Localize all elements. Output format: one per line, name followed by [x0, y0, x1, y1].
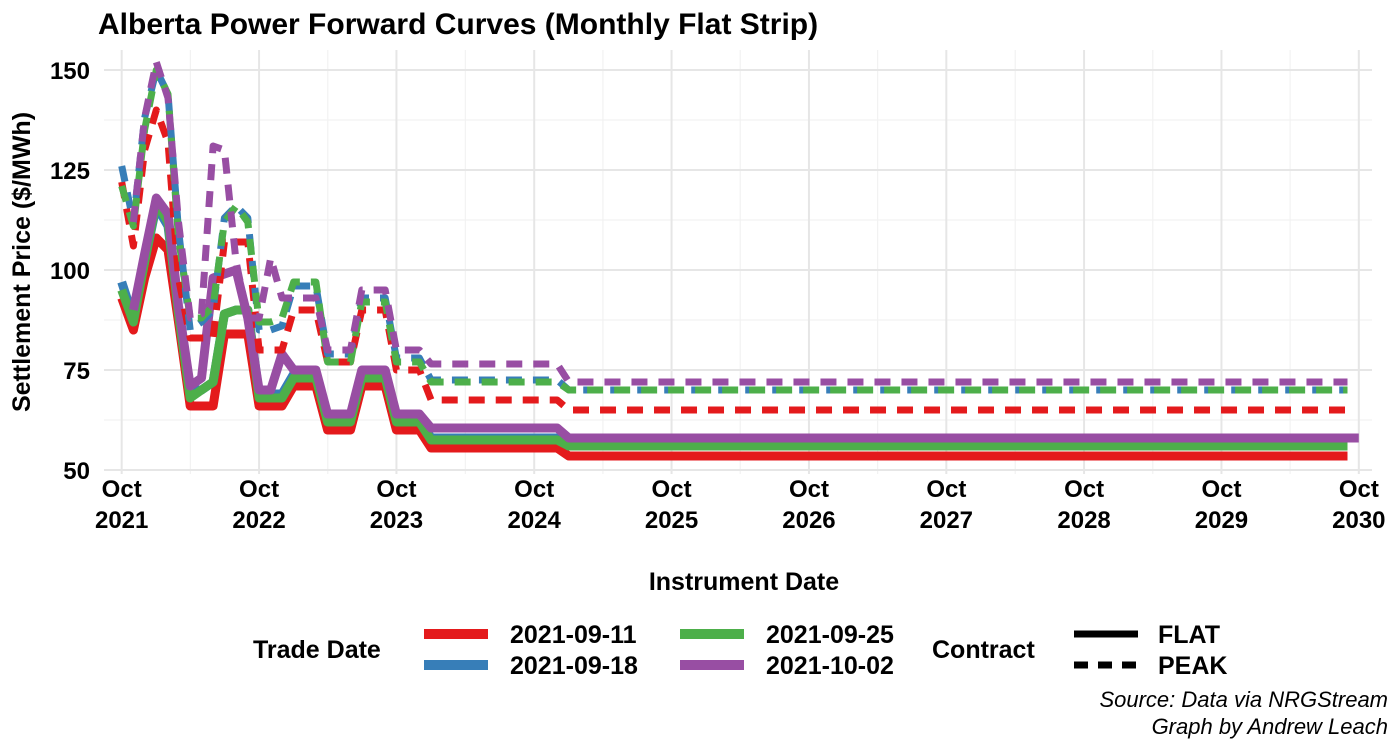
x-tick-label-month: Oct: [1339, 476, 1379, 503]
series-line-peak-2021-09-18: [118, 66, 1348, 394]
y-axis-ticks: 50 75 100 125 150: [50, 58, 90, 485]
series-line-peak-2021-10-02: [129, 58, 1348, 386]
y-tick-label: 75: [63, 358, 90, 385]
x-tick-label-year: 2028: [1057, 507, 1110, 534]
x-tick-label-year: 2022: [232, 507, 285, 534]
plot-lines: [117, 58, 1359, 461]
caption-source: Source: Data via NRGStream: [1099, 687, 1388, 712]
series-line-flat-2021-09-25: [117, 197, 1348, 451]
legend-label-2021-09-11: 2021-09-11: [510, 621, 637, 649]
x-tick-label-month: Oct: [514, 476, 554, 503]
x-tick-label-month: Oct: [1201, 476, 1241, 503]
y-tick-label: 50: [63, 458, 90, 485]
y-tick-label: 125: [50, 158, 90, 185]
x-tick-label-month: Oct: [1064, 476, 1104, 503]
caption-author: Graph by Andrew Leach: [1152, 714, 1388, 739]
legend-label-2021-09-25: 2021-09-25: [766, 621, 894, 649]
legend-label-2021-10-02: 2021-10-02: [766, 652, 894, 680]
legend-color-title: Trade Date: [253, 636, 381, 664]
x-tick-label-year: 2024: [507, 507, 561, 534]
x-tick-label-month: Oct: [376, 476, 416, 503]
legend-linetype-entries: FLAT PEAK: [1074, 621, 1227, 680]
x-tick-label-year: 2029: [1195, 507, 1248, 534]
x-tick-label-month: Oct: [926, 476, 966, 503]
x-axis-title: Instrument Date: [649, 568, 839, 596]
chart-title: Alberta Power Forward Curves (Monthly Fl…: [98, 8, 818, 41]
x-tick-label-year: 2030: [1332, 507, 1385, 534]
x-axis-ticks: Oct 2021 Oct 2022 Oct 2023 Oct 2024 Oct 2025 Oct 20…: [95, 476, 1386, 534]
series-line-flat-2021-09-18: [117, 201, 1348, 451]
legend-label-2021-09-18: 2021-09-18: [510, 652, 638, 680]
grid: [104, 50, 1372, 474]
series-line-flat-2021-10-02: [128, 193, 1359, 443]
x-tick-label-year: 2023: [370, 507, 423, 534]
x-tick-label-year: 2025: [645, 507, 698, 534]
series-line-peak-2021-09-25: [118, 66, 1348, 394]
legend-linetype-label-PEAK: PEAK: [1158, 652, 1227, 680]
legend-linetype-title: Contract: [932, 636, 1035, 664]
x-tick-label-year: 2021: [95, 507, 148, 534]
x-tick-label-month: Oct: [102, 476, 142, 503]
legend-color-entries: 2021-09-11 2021-09-18 2021-09-25 2021-10-02: [424, 621, 894, 680]
x-tick-label-year: 2026: [782, 507, 835, 534]
legend-linetype-label-FLAT: FLAT: [1158, 621, 1220, 649]
x-tick-label-month: Oct: [652, 476, 692, 503]
x-tick-label-month: Oct: [789, 476, 829, 503]
series-line-peak-2021-09-11: [118, 106, 1348, 414]
x-tick-label-month: Oct: [239, 476, 279, 503]
y-axis-title: Settlement Price ($/MWh): [8, 112, 36, 412]
y-tick-label: 150: [50, 58, 90, 85]
y-tick-label: 100: [50, 258, 90, 285]
x-tick-label-year: 2027: [920, 507, 973, 534]
legend: Trade Date 2021-09-11 2021-09-18 2021-09-2…: [253, 621, 1227, 680]
